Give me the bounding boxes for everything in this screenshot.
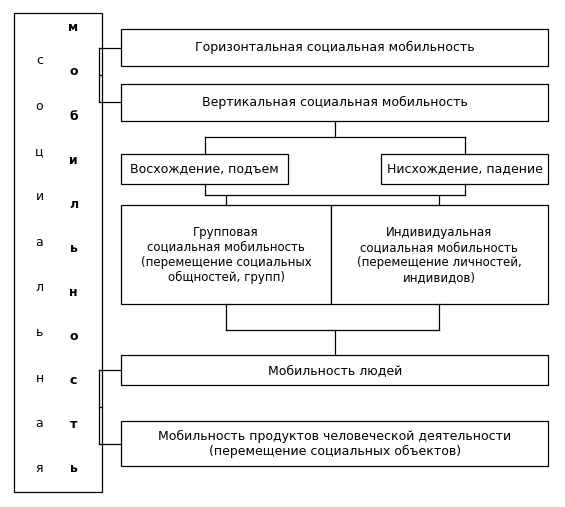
Text: и: и: [69, 154, 78, 167]
Text: Горизонтальная социальная мобильность: Горизонтальная социальная мобильность: [195, 41, 475, 54]
Text: Мобильность людей: Мобильность людей: [268, 364, 402, 377]
FancyBboxPatch shape: [121, 355, 548, 385]
Text: а: а: [36, 417, 44, 430]
Text: м: м: [68, 21, 79, 34]
Text: а: а: [36, 236, 44, 249]
FancyBboxPatch shape: [381, 154, 548, 184]
Text: ь: ь: [69, 242, 77, 255]
FancyBboxPatch shape: [121, 84, 548, 121]
FancyBboxPatch shape: [121, 205, 331, 304]
Text: о: о: [69, 330, 78, 343]
Text: Индивидуальная
социальная мобильность
(перемещение личностей,
индивидов): Индивидуальная социальная мобильность (п…: [357, 226, 521, 284]
Text: и: и: [36, 191, 44, 203]
Text: Групповая
социальная мобильность
(перемещение социальных
общностей, групп): Групповая социальная мобильность (переме…: [141, 226, 311, 284]
Text: с: с: [69, 374, 77, 387]
FancyBboxPatch shape: [14, 13, 102, 492]
Text: о: о: [69, 65, 78, 79]
Text: Вертикальная социальная мобильность: Вертикальная социальная мобильность: [202, 96, 468, 109]
Text: л: л: [36, 281, 44, 294]
Text: Мобильность продуктов человеческой деятельности
(перемещение социальных объектов: Мобильность продуктов человеческой деяте…: [158, 429, 511, 458]
FancyBboxPatch shape: [331, 205, 548, 304]
Text: ь: ь: [36, 327, 44, 339]
Text: ц: ц: [35, 145, 44, 158]
FancyBboxPatch shape: [121, 421, 548, 466]
Text: с: с: [36, 54, 43, 67]
Text: Восхождение, подъем: Восхождение, подъем: [131, 162, 279, 175]
Text: ь: ь: [69, 462, 77, 476]
Text: я: я: [36, 462, 44, 476]
FancyBboxPatch shape: [121, 29, 548, 66]
Text: Нисхождение, падение: Нисхождение, падение: [387, 162, 542, 175]
Text: н: н: [36, 372, 44, 385]
FancyBboxPatch shape: [121, 154, 288, 184]
Text: б: б: [69, 110, 78, 123]
Text: о: о: [36, 100, 44, 113]
Text: т: т: [69, 418, 77, 431]
Text: л: л: [69, 198, 78, 211]
Text: н: н: [69, 286, 78, 299]
